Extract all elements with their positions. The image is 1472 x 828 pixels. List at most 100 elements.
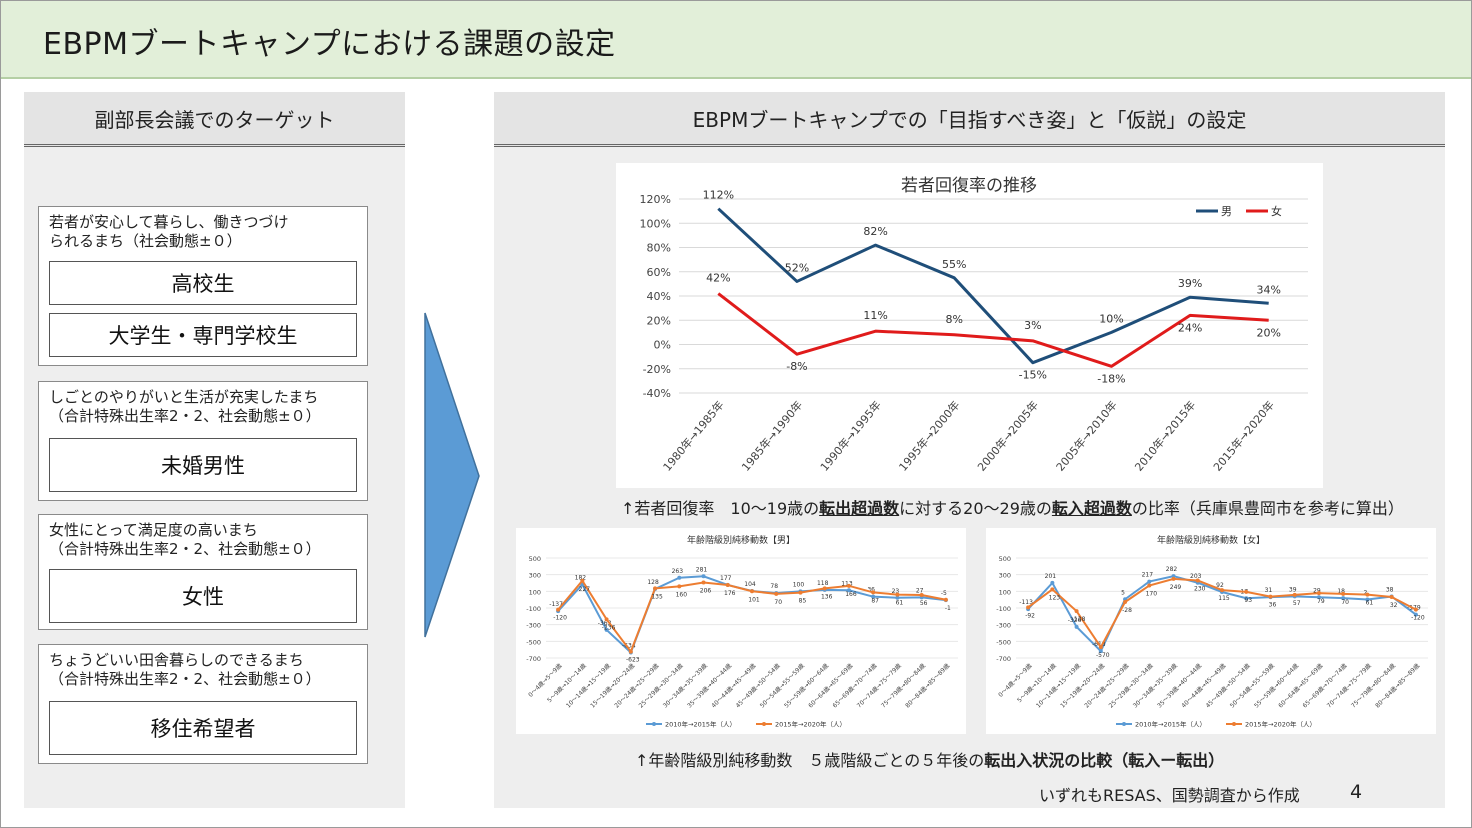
target-panel-title: 副部長会議でのターゲット bbox=[24, 92, 405, 147]
net-migration-male-chart: 年齢階級別純移動数【男】 500 300 100 -100 -300 -500 -700 0～4… bbox=[516, 528, 966, 734]
target-box: 高校生 bbox=[49, 261, 357, 305]
legend-marker bbox=[652, 722, 656, 726]
page-title: EBPMブートキャンプにおける課題の設定 bbox=[43, 27, 616, 62]
data-label: 2 bbox=[1363, 590, 1367, 597]
legend-label: 2010年→2015年（人） bbox=[665, 720, 736, 729]
data-label: 176 bbox=[724, 590, 736, 597]
caption-text: ↑年齢階級別純移動数 ５歳階級ごとの５年後の bbox=[635, 751, 985, 770]
x-tick-label: 2010年→2015年 bbox=[1132, 398, 1199, 474]
y-tick-label: 40% bbox=[647, 290, 671, 303]
data-label: 27 bbox=[916, 587, 924, 594]
series-line-female bbox=[717, 292, 1269, 368]
data-label: 5 bbox=[1121, 589, 1125, 596]
y-tick-label: 300 bbox=[529, 572, 541, 580]
data-point bbox=[1098, 649, 1103, 654]
chart-caption-recovery: ↑若者回復率 10～19歳の転出超過数に対する20～29歳の転入超過数の比率（兵… bbox=[621, 495, 1404, 519]
x-tick-label: 2015年→2020年 bbox=[1210, 398, 1277, 474]
data-label: 79 bbox=[1317, 598, 1325, 605]
data-point bbox=[1341, 591, 1346, 596]
net-migration-female-chart: 年齢階級別純移動数【女】 500 300 100 -100 -300 -500 -700 0～4… bbox=[986, 528, 1436, 734]
data-point bbox=[1195, 578, 1200, 583]
data-label: 160 bbox=[676, 591, 688, 598]
data-label: -8% bbox=[786, 360, 807, 373]
data-point bbox=[1147, 579, 1152, 584]
x-tick-label: 1990年→1995年 bbox=[817, 398, 884, 474]
x-tick-label: 55～59歳→60～64歳 bbox=[782, 662, 830, 710]
data-label: 177 bbox=[720, 575, 732, 582]
x-tick-label: 50～54歳→55～59歳 bbox=[758, 662, 806, 710]
legend-label: 男 bbox=[1221, 205, 1232, 218]
data-label: 39 bbox=[1289, 586, 1297, 593]
x-tick-label: 2005年→2010年 bbox=[1053, 398, 1120, 474]
data-label: -137 bbox=[549, 601, 563, 608]
data-label: 18 bbox=[1337, 588, 1345, 595]
y-tick-label: -500 bbox=[996, 638, 1011, 646]
data-label: 100 bbox=[793, 581, 805, 588]
data-point bbox=[871, 594, 876, 599]
data-label: 8% bbox=[945, 313, 962, 326]
chart-title: 年齢階級別純移動数【女】 bbox=[1157, 534, 1265, 546]
data-label: -15% bbox=[1019, 369, 1047, 382]
data-label: -28 bbox=[1122, 607, 1132, 614]
group-caption: ちょうどいい田舎暮らしのできるまち （合計特殊出生率2・2、社会動態±０） bbox=[49, 651, 321, 688]
y-tick-label: 500 bbox=[529, 555, 541, 563]
data-point bbox=[604, 627, 609, 632]
data-label: 42% bbox=[706, 272, 730, 285]
caption-text: の比率（兵庫県豊岡市を参考に算出） bbox=[1131, 499, 1404, 518]
data-point bbox=[1074, 609, 1079, 614]
data-point bbox=[653, 586, 658, 591]
data-label: -363 bbox=[598, 620, 612, 627]
data-label: 34% bbox=[1256, 283, 1280, 296]
caption-emphasis: 転入超過数 bbox=[1051, 499, 1132, 518]
data-point bbox=[1171, 576, 1176, 581]
data-point bbox=[1050, 580, 1055, 585]
x-tick-label: 1985年→1990年 bbox=[738, 398, 805, 474]
data-label: 24% bbox=[1178, 321, 1202, 334]
x-tick-label: 35～39歳→40～44歳 bbox=[1155, 662, 1203, 710]
chart-title: 若者回復率の推移 bbox=[901, 176, 1037, 196]
data-label: 113 bbox=[841, 580, 853, 587]
data-label: 201 bbox=[1045, 573, 1057, 580]
data-point bbox=[1316, 591, 1321, 596]
y-tick-label: 100 bbox=[529, 588, 541, 596]
data-label: -570 bbox=[1096, 652, 1110, 659]
caption-text: ↑若者回復率 10～19歳の bbox=[621, 499, 820, 518]
x-tick-label: 65～69歳→70～74歳 bbox=[1301, 662, 1349, 710]
data-point bbox=[1365, 592, 1370, 597]
x-tick-label: 70～74歳→75～79歳 bbox=[855, 662, 903, 710]
x-tick-label: 45～49歳→50～54歳 bbox=[1204, 662, 1252, 710]
legend-marker bbox=[762, 722, 766, 726]
y-tick-label: -500 bbox=[526, 638, 541, 646]
arrow-right-icon bbox=[424, 312, 480, 638]
data-label: 166 bbox=[845, 591, 857, 598]
data-label: 23 bbox=[892, 588, 900, 595]
data-point bbox=[580, 578, 585, 583]
y-tick-label: -700 bbox=[996, 655, 1011, 663]
target-box: 未婚男性 bbox=[49, 438, 357, 492]
y-tick-label: 300 bbox=[999, 572, 1011, 580]
y-tick-label: -100 bbox=[526, 605, 541, 613]
data-point bbox=[1244, 596, 1249, 601]
y-tick-label: -300 bbox=[996, 622, 1011, 630]
x-tick-label: 75～79歳→80～84歳 bbox=[1349, 662, 1397, 710]
data-point bbox=[846, 583, 851, 588]
y-tick-label: 80% bbox=[647, 242, 671, 255]
data-point bbox=[895, 595, 900, 600]
data-label: 61 bbox=[896, 600, 904, 607]
page-number: 4 bbox=[1350, 781, 1363, 803]
data-label: -1 bbox=[945, 605, 951, 612]
data-label: 57 bbox=[1293, 600, 1301, 607]
y-tick-label: 0% bbox=[654, 339, 671, 352]
data-label: 263 bbox=[672, 568, 684, 575]
data-point bbox=[1316, 595, 1321, 600]
x-tick-label: 30～34歳→35～39歳 bbox=[661, 662, 709, 710]
data-label: 118 bbox=[817, 580, 829, 587]
data-label: 135 bbox=[651, 593, 663, 600]
group-caption: 女性にとって満足度の高いまち （合計特殊出生率2・2、社会動態±０） bbox=[49, 521, 321, 558]
x-tick-label: 80～84歳→85～89歳 bbox=[904, 662, 952, 710]
data-point bbox=[556, 607, 561, 612]
data-label: 38 bbox=[1386, 587, 1394, 594]
x-tick-label: 50～54歳→55～59歳 bbox=[1228, 662, 1276, 710]
data-label: 136 bbox=[821, 593, 833, 600]
